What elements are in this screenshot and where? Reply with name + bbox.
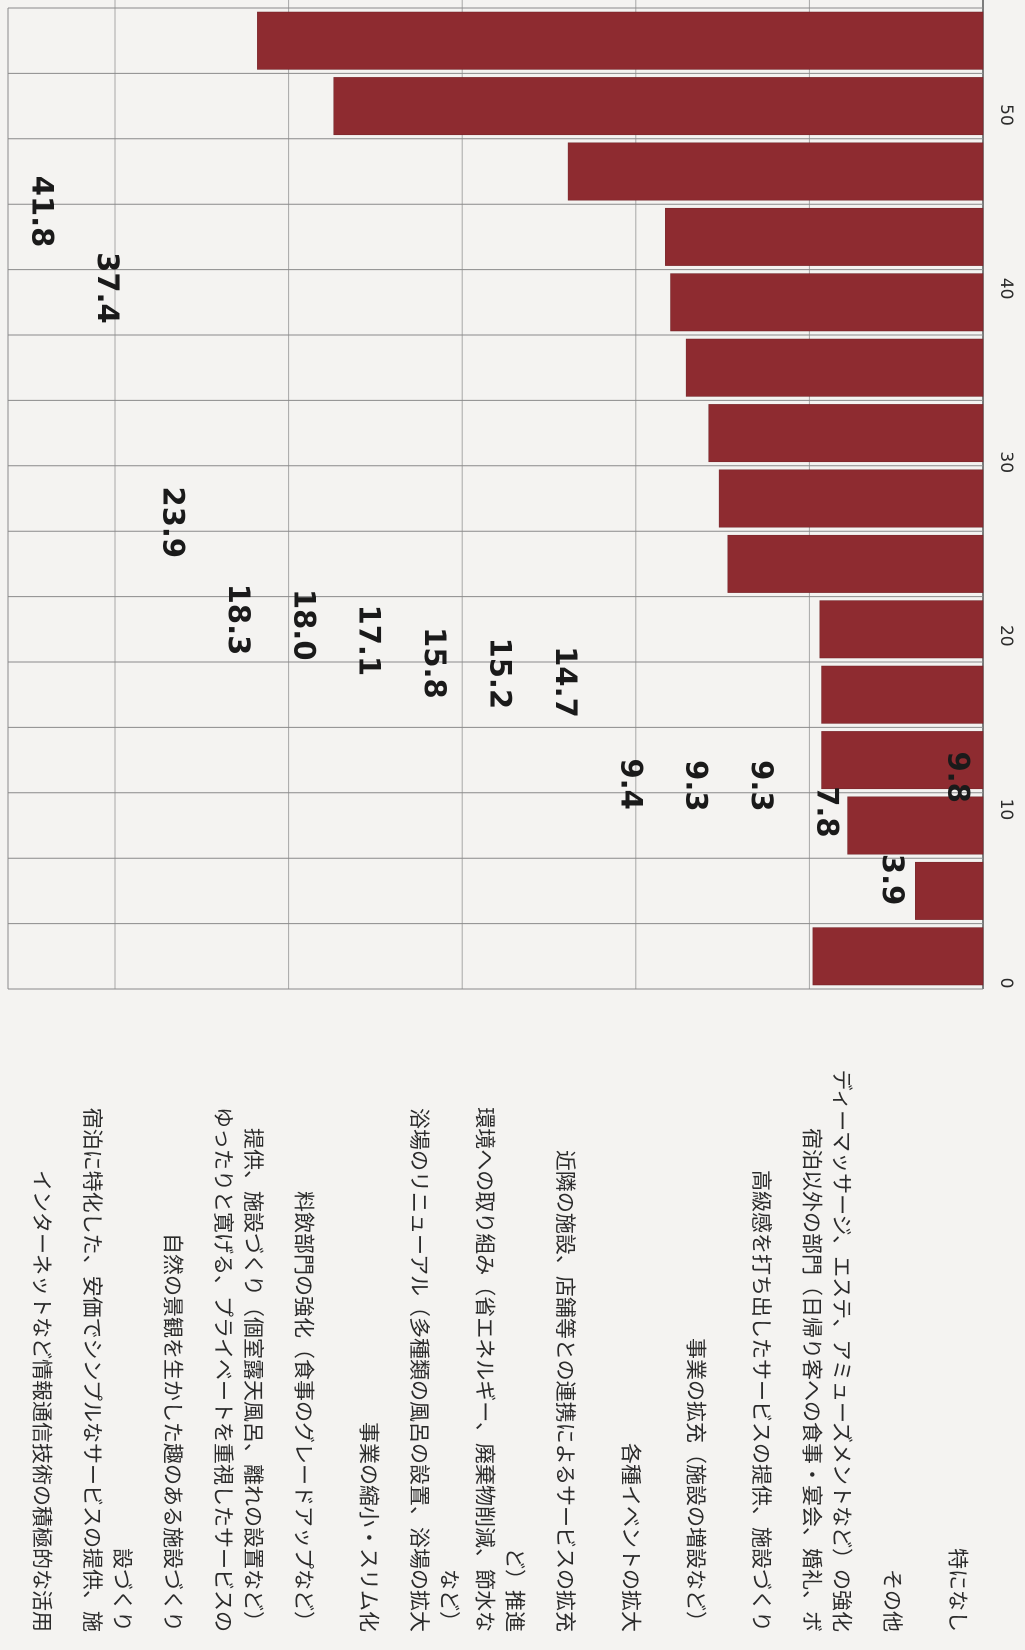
category-label: 料飲部門の強化（食事のグレードアップなど） (291, 1191, 315, 1632)
bar-10 (819, 600, 984, 659)
bar-11 (821, 665, 984, 724)
value-label: 15.2 (484, 638, 518, 710)
bar-9 (727, 534, 984, 593)
value-label: 7.8 (811, 786, 845, 837)
bar-5 (670, 273, 984, 332)
value-label: 9.4 (614, 758, 648, 809)
axis-tick-labels: 0 10 20 30 40 50 (996, 104, 1016, 988)
value-label: 15.8 (418, 627, 452, 699)
bar-1 (257, 11, 984, 70)
value-label: 23.9 (157, 487, 191, 559)
bar-6 (685, 338, 984, 397)
value-label: 14.7 (549, 646, 583, 718)
category-label: 自然の景観を生かした趣のある施設づくり (161, 1233, 185, 1632)
y-tick-label: 0 (996, 978, 1016, 989)
category-label: 特になし (945, 1548, 969, 1632)
value-label: 37.4 (91, 252, 125, 324)
category-label: 宿泊以外の部門（日帰り客への食事・宴会、婚礼、ボ (800, 1128, 824, 1632)
y-tick-label: 50 (996, 104, 1016, 126)
y-tick-label: 30 (996, 451, 1016, 473)
value-label: 3.9 (876, 854, 910, 905)
category-label: 近隣の施設、店舗等との連携によるサービスの拡充 (553, 1150, 577, 1632)
category-label: その他 (880, 1569, 904, 1632)
bar-14 (915, 861, 984, 920)
category-label: 提供、施設づくり（個室露天風呂、離れの設置など） (241, 1128, 265, 1632)
category-label: 環境への取り組み（省エネルギー、廃棄物削減、節水な (473, 1107, 497, 1632)
bars (257, 11, 984, 986)
bar-7 (708, 404, 984, 463)
value-labels: 41.8 37.4 23.9 18.3 18.0 17.1 15.8 15.2 14.7 9.4 9… (26, 176, 976, 906)
category-label: 設づくり (110, 1548, 134, 1632)
category-labels: インターネットなど情報通信技術の積極的な活用 宿泊に特化した、安価でシンプルなサー… (30, 1070, 970, 1632)
category-label: 各種イベントの拡大 (618, 1443, 642, 1632)
y-tick-label: 10 (996, 799, 1016, 821)
category-label: 事業の拡充（施設の増設など） (684, 1338, 708, 1632)
category-label: ど）推進 (503, 1548, 527, 1632)
bar-2 (333, 77, 984, 136)
value-label: 18.0 (287, 589, 321, 661)
value-label: 41.8 (26, 176, 60, 248)
category-label: インターネットなど情報通信技術の積極的な活用 (30, 1170, 54, 1632)
y-tick-label: 20 (996, 625, 1016, 647)
value-label: 17.1 (353, 605, 387, 677)
value-label: 9.3 (745, 760, 779, 811)
category-label: 宿泊に特化した、安価でシンプルなサービスの提供、施 (80, 1108, 104, 1632)
value-label: 18.3 (222, 584, 256, 656)
value-label: 9.3 (680, 760, 714, 811)
category-label: 事業の縮小・スリム化 (357, 1422, 381, 1632)
y-tick-label: 40 (996, 278, 1016, 300)
bar-12 (821, 731, 984, 790)
bar-13 (847, 796, 984, 855)
value-label: 9.8 (941, 751, 975, 802)
bar-4 (665, 207, 984, 266)
category-label: 浴場のリニューアル（多種類の風呂の設置、浴場の拡大 (407, 1108, 431, 1632)
category-label: 高級感を打ち出したサービスの提供、施設づくり (749, 1170, 773, 1632)
category-label: ゆったりと寛げる、プライベートを重視したサービスの (211, 1107, 235, 1632)
bar-15 (812, 927, 984, 986)
category-label: ディーマッサージ、エステ、アミューズメントなど）の強化 (830, 1070, 854, 1632)
category-label: など） (437, 1569, 461, 1632)
bar-3 (567, 142, 984, 201)
bar-8 (718, 469, 984, 528)
